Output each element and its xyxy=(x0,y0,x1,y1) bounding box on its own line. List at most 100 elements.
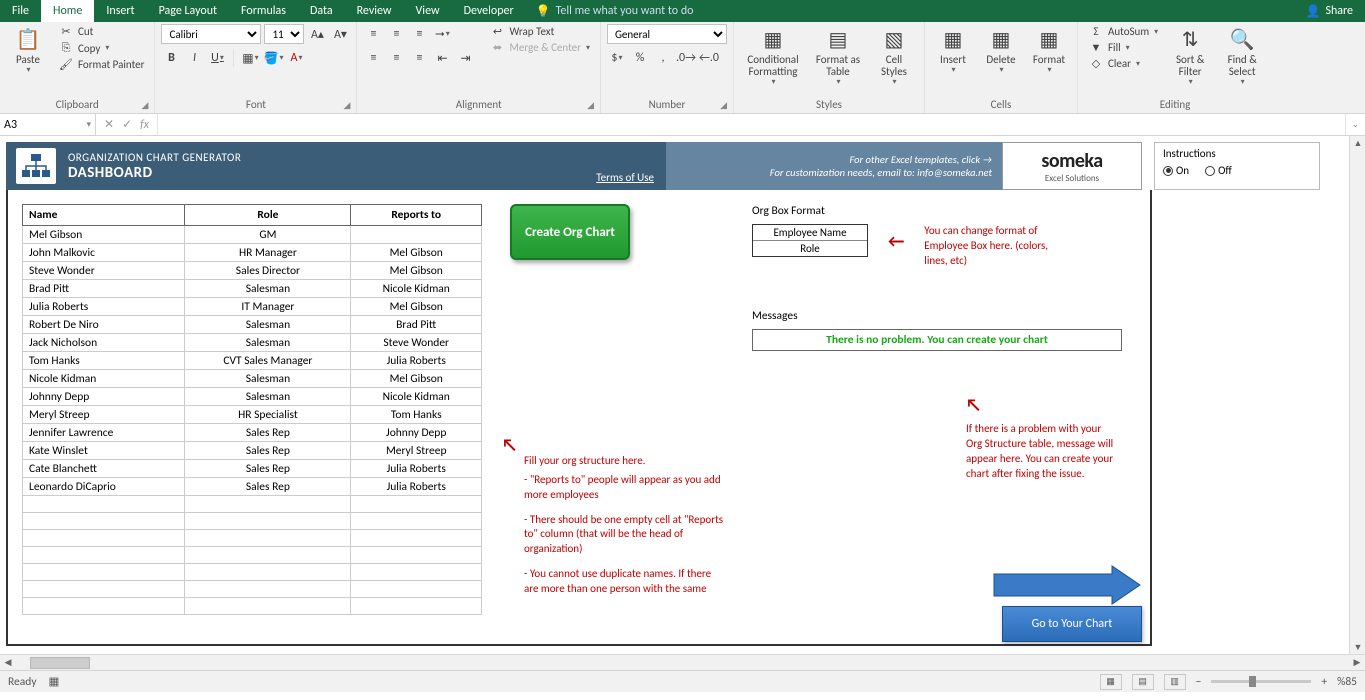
align-center-button[interactable]: ≡ xyxy=(386,48,406,68)
tab-formulas[interactable]: Formulas xyxy=(229,0,298,22)
delete-cells-button[interactable]: ▦Delete▾ xyxy=(979,24,1023,77)
orientation-button[interactable]: ⭢▾ xyxy=(432,24,452,44)
copy-button[interactable]: ⎘Copy▾ xyxy=(54,40,148,56)
table-row[interactable]: Julia RobertsIT ManagerMel Gibson xyxy=(23,298,482,316)
font-size-select[interactable]: 11 xyxy=(264,24,304,44)
table-row[interactable]: Meryl StreepHR SpecialistTom Hanks xyxy=(23,406,482,424)
merge-center-button[interactable]: ⬌Merge & Center▾ xyxy=(485,40,594,55)
tab-developer[interactable]: Developer xyxy=(452,0,526,22)
zoom-level[interactable]: %85 xyxy=(1337,675,1357,689)
table-row[interactable]: Leonardo DiCaprioSales RepJulia Roberts xyxy=(23,478,482,496)
table-row[interactable]: Robert De NiroSalesmanBrad Pitt xyxy=(23,316,482,334)
comma-button[interactable]: , xyxy=(653,48,673,68)
org-box-preview[interactable]: Employee Name Role xyxy=(752,224,868,257)
page-layout-view-button[interactable]: ▤ xyxy=(1132,674,1154,690)
table-row[interactable] xyxy=(23,547,482,564)
formula-input[interactable] xyxy=(158,114,1345,135)
cell-styles-button[interactable]: ▧Cell Styles▾ xyxy=(870,24,918,89)
vertical-scrollbar[interactable]: ▲▼ xyxy=(1349,136,1365,654)
table-row[interactable] xyxy=(23,530,482,547)
find-select-button[interactable]: 🔍Find & Select▾ xyxy=(1218,24,1266,89)
insert-cells-button[interactable]: ▦Insert▾ xyxy=(931,24,975,77)
format-painter-button[interactable]: 🖌Format Painter xyxy=(54,57,148,72)
share-button[interactable]: 👤Share xyxy=(1293,0,1365,22)
wrap-text-button[interactable]: ↩Wrap Text xyxy=(485,24,594,39)
font-dialog-icon[interactable]: ◢ xyxy=(344,100,351,111)
table-row[interactable] xyxy=(23,496,482,513)
name-box[interactable]: A3▾ xyxy=(0,114,96,135)
bold-button[interactable]: B xyxy=(161,48,181,68)
table-row[interactable]: Johnny DeppSalesmanNicole Kidman xyxy=(23,388,482,406)
table-row[interactable] xyxy=(23,564,482,581)
table-row[interactable]: John MalkovicHR ManagerMel Gibson xyxy=(23,244,482,262)
tab-view[interactable]: View xyxy=(404,0,452,22)
paste-button[interactable]: 📋 Paste▾ xyxy=(6,24,50,77)
number-dialog-icon[interactable]: ◢ xyxy=(720,100,727,111)
font-name-select[interactable]: Calibri xyxy=(161,24,261,44)
fill-button[interactable]: ▼Fill▾ xyxy=(1084,40,1162,55)
table-row[interactable]: Jack NicholsonSalesmanSteve Wonder xyxy=(23,334,482,352)
someka-logo[interactable]: someka Excel Solutions xyxy=(1002,142,1142,190)
dec-decimal-button[interactable]: ←.0 xyxy=(699,48,719,68)
tab-review[interactable]: Review xyxy=(345,0,404,22)
inc-decimal-button[interactable]: .0→ xyxy=(676,48,696,68)
align-top-button[interactable]: ≡ xyxy=(363,24,383,44)
tab-file[interactable]: File xyxy=(0,0,41,22)
indent-dec-button[interactable]: ⇤ xyxy=(432,48,452,68)
zoom-slider[interactable] xyxy=(1211,680,1311,683)
increase-font-button[interactable]: A▴ xyxy=(307,24,327,44)
tab-home[interactable]: Home xyxy=(41,0,94,22)
clipboard-dialog-icon[interactable]: ◢ xyxy=(142,100,149,111)
conditional-formatting-button[interactable]: ▦Conditional Formatting▾ xyxy=(740,24,806,89)
clear-button[interactable]: ◇Clear▾ xyxy=(1084,56,1162,71)
instructions-on-radio[interactable]: On xyxy=(1163,164,1189,177)
table-row[interactable]: Jennifer LawrenceSales RepJohnny Depp xyxy=(23,424,482,442)
table-row[interactable]: Mel GibsonGM xyxy=(23,226,482,244)
font-color-button[interactable]: A▾ xyxy=(286,48,306,68)
alignment-dialog-icon[interactable]: ◢ xyxy=(587,100,594,111)
align-right-button[interactable]: ≡ xyxy=(409,48,429,68)
table-row[interactable]: Cate BlanchettSales RepJulia Roberts xyxy=(23,460,482,478)
horizontal-scrollbar[interactable]: ◀▶ xyxy=(0,654,1365,670)
zoom-in-button[interactable]: + xyxy=(1321,675,1327,689)
fx-icon[interactable]: fx xyxy=(140,118,149,132)
table-row[interactable]: Kate WinsletSales RepMeryl Streep xyxy=(23,442,482,460)
table-row[interactable]: Steve WonderSales DirectorMel Gibson xyxy=(23,262,482,280)
border-button[interactable]: ▦▾ xyxy=(240,48,260,68)
terms-link[interactable]: Terms of Use xyxy=(596,171,654,184)
table-row[interactable] xyxy=(23,598,482,615)
sort-filter-button[interactable]: ⇅Sort & Filter▾ xyxy=(1166,24,1214,89)
fill-color-button[interactable]: 🪣▾ xyxy=(263,48,283,68)
table-row[interactable]: Brad PittSalesmanNicole Kidman xyxy=(23,280,482,298)
tell-me[interactable]: 💡Tell me what you want to do xyxy=(526,0,704,22)
format-as-table-button[interactable]: ▤Format as Table▾ xyxy=(810,24,866,89)
table-row[interactable] xyxy=(23,581,482,598)
create-org-chart-button[interactable]: Create Org Chart xyxy=(510,204,630,260)
enter-formula-icon[interactable]: ✓ xyxy=(122,117,132,132)
tab-data[interactable]: Data xyxy=(298,0,345,22)
italic-button[interactable]: I xyxy=(184,48,204,68)
cancel-formula-icon[interactable]: ✕ xyxy=(104,117,114,132)
number-format-select[interactable]: General xyxy=(607,24,727,44)
align-bottom-button[interactable]: ≡ xyxy=(409,24,429,44)
cut-button[interactable]: ✂Cut xyxy=(54,24,148,39)
org-table[interactable]: Name Role Reports to Mel GibsonGMJohn Ma… xyxy=(22,204,482,615)
tab-insert[interactable]: Insert xyxy=(94,0,146,22)
indent-inc-button[interactable]: ⇥ xyxy=(455,48,475,68)
table-row[interactable]: Tom HanksCVT Sales ManagerJulia Roberts xyxy=(23,352,482,370)
goto-chart-button[interactable]: Go to Your Chart xyxy=(1002,606,1142,642)
align-middle-button[interactable]: ≡ xyxy=(386,24,406,44)
align-left-button[interactable]: ≡ xyxy=(363,48,383,68)
currency-button[interactable]: $▾ xyxy=(607,48,627,68)
zoom-out-button[interactable]: − xyxy=(1196,675,1202,689)
table-row[interactable] xyxy=(23,513,482,530)
expand-formula-icon[interactable]: ⌄ xyxy=(1345,114,1365,135)
worksheet[interactable]: ORGANIZATION CHART GENERATOR DASHBOARD T… xyxy=(0,136,1365,670)
normal-view-button[interactable]: ▦ xyxy=(1100,674,1122,690)
percent-button[interactable]: % xyxy=(630,48,650,68)
underline-button[interactable]: U▾ xyxy=(207,48,227,68)
decrease-font-button[interactable]: A▾ xyxy=(330,24,350,44)
autosum-button[interactable]: ΣAutoSum▾ xyxy=(1084,24,1162,39)
page-break-view-button[interactable]: ▥ xyxy=(1164,674,1186,690)
instructions-off-radio[interactable]: Off xyxy=(1205,164,1232,177)
